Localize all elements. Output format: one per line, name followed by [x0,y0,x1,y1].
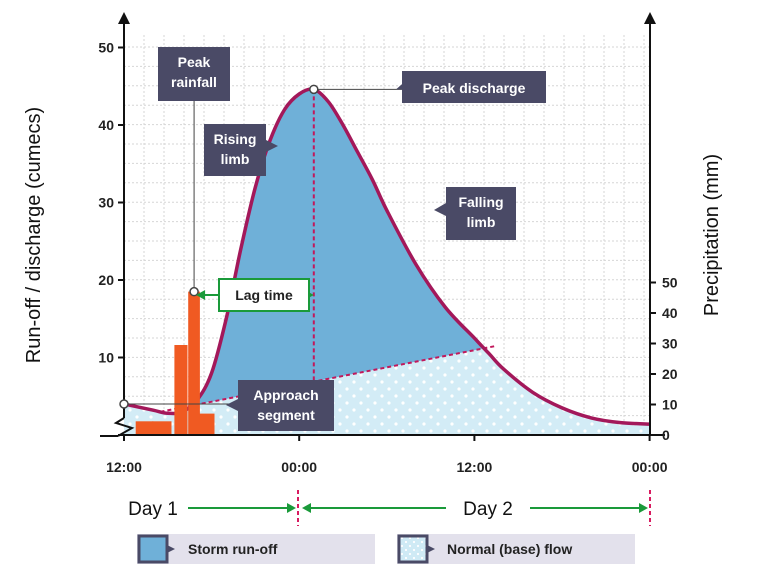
falling-limb-pointer [434,203,446,216]
legend-item-base-bg [397,534,635,564]
approach-segment-callout-text: segment [257,407,315,423]
precipitation-bars [135,291,215,435]
y-axis-left-arrow [118,12,130,24]
rising-limb-callout-text: limb [221,151,250,167]
precipitation-bar [188,291,200,435]
lag-time-box [218,278,310,312]
storm-runoff-area [124,88,650,436]
precipitation-bar [152,421,172,435]
precipitation-bar [135,421,154,435]
peak-rainfall-callout-text: Peak [178,54,211,70]
day-1-label: Day 1 [128,499,178,520]
y-tick-label: 20 [98,272,114,288]
discharge-curve [123,87,650,426]
approach-segment-callout-box [238,380,334,431]
y2-tick-label: 30 [662,336,678,352]
area-layer [123,87,650,436]
legend-label-storm: Storm run-off [188,541,278,557]
y-tick-label: 40 [98,117,114,133]
approach-segment-callout-text: Approach [253,387,318,403]
peak-rainfall-callout: Peak rainfall [158,47,230,101]
y2-tick-label: 50 [662,275,678,291]
lag-time-arrow-left [196,290,206,300]
y2-tick-label: 0 [662,427,670,443]
x-tick-label: 00:00 [281,459,317,475]
x-tick-label: 00:00 [632,459,668,475]
base-flow-line [160,344,497,413]
y2-tick-label: 10 [662,397,678,413]
legend-label-base: Normal (base) flow [447,541,572,557]
legend-item-storm-bg [137,534,375,564]
falling-limb-callout-text: Falling [458,194,503,210]
x-tick-label: 12:00 [106,459,142,475]
y2-tick-label: 40 [662,305,678,321]
peak-discharge-box [402,71,546,103]
peak-discharge-marker [309,84,319,95]
legend-pointer-storm [167,545,175,553]
precipitation-bar [174,345,188,435]
day-2-arrow-left-head [302,503,311,513]
y2-tick-label: 20 [662,366,678,382]
y-axis-right-arrow [644,12,656,24]
legend-swatch-base [397,534,429,564]
approach-marker [119,399,129,409]
axes: 10 20 30 40 50 0 10 20 30 40 50 12:00 00:00 12:00 00:0… [23,12,723,475]
legend: Day 1 Day 2 Storm run-off Normal (base) flo… [128,490,651,564]
x-tick-label: 12:00 [456,459,492,475]
legend-swatch-storm [137,534,169,564]
y-tick-label: 50 [98,40,114,56]
peak-rainfall-marker [189,286,199,297]
falling-limb-callout-text: limb [467,214,496,230]
y-tick-label: 10 [98,350,114,366]
rising-limb-callout-box [204,124,266,176]
peak-rainfall-callout-box [158,47,230,101]
y2-axis-title: Precipitation (mm) [701,154,723,316]
day-2-label: Day 2 [463,499,513,520]
rising-limb-pointer [266,140,278,152]
rising-limb-callout-text: Rising [214,131,257,147]
approach-segment-callout: Approach segment [238,380,334,431]
day-2-arrow-right-head [639,503,648,513]
lag-time-text: Lag time [235,287,293,303]
legend-pointer-base [427,545,435,553]
day-1-arrow-head [287,503,296,513]
axis-break-icon [113,417,135,437]
precipitation-bar [197,413,215,435]
peak-rainfall-callout-text: rainfall [171,74,217,90]
y-tick-label: 30 [98,195,114,211]
peak-discharge-text: Peak discharge [423,80,526,96]
falling-limb-callout: Falling limb [446,187,516,240]
falling-limb-callout-box [446,187,516,240]
y-axis-title: Run-off / discharge (cumecs) [23,107,45,363]
rising-limb-callout: Rising limb [204,124,266,176]
approach-pointer [226,399,238,411]
